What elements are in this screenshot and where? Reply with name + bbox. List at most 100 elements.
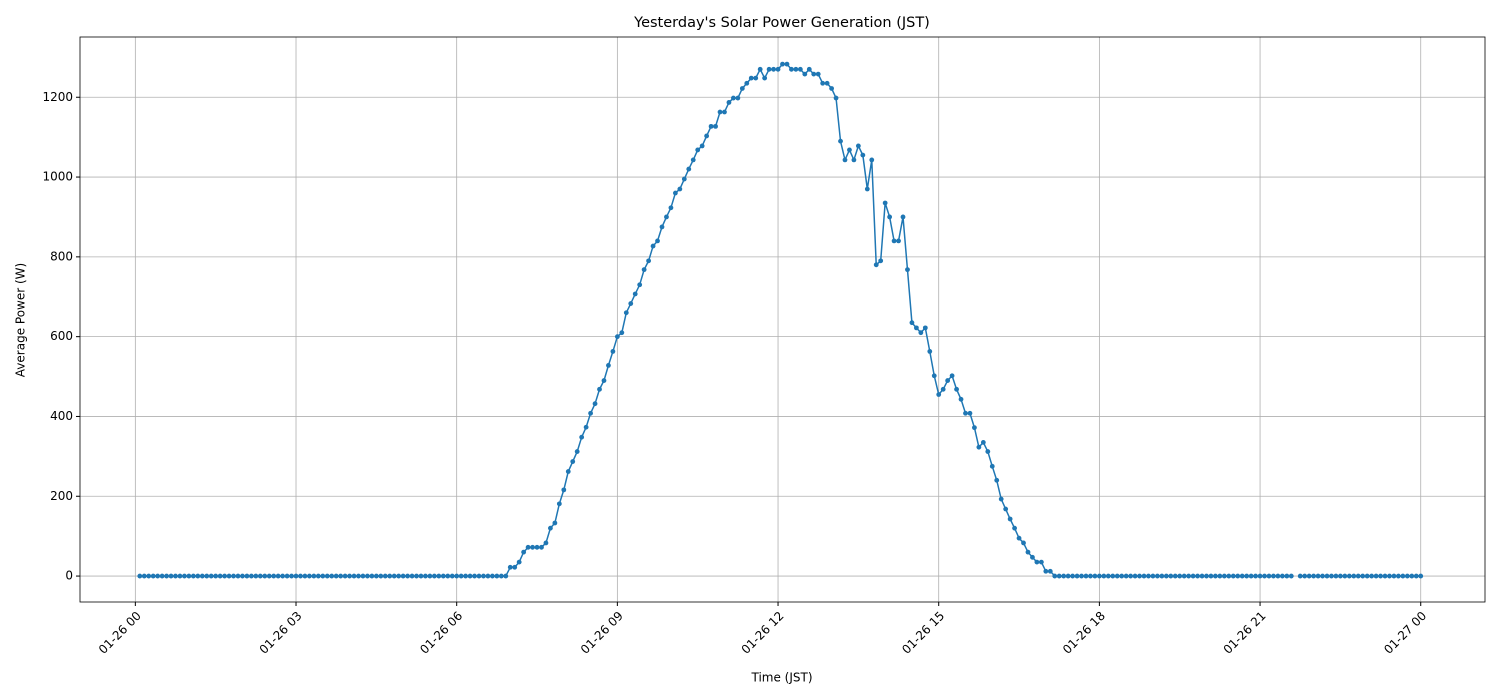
data-point (650, 243, 656, 249)
data-point (1172, 573, 1178, 579)
data-point (418, 573, 424, 579)
data-point (1337, 573, 1343, 579)
data-point (717, 109, 723, 115)
data-point (588, 410, 593, 416)
data-point (1052, 573, 1058, 579)
data-point (382, 573, 388, 579)
data-point (869, 157, 875, 163)
data-point (1288, 573, 1294, 579)
data-point (396, 573, 402, 579)
data-point (1190, 573, 1196, 579)
data-point (1137, 573, 1142, 579)
data-point (1101, 573, 1107, 579)
data-point (597, 386, 602, 392)
data-point (989, 463, 995, 469)
data-point (489, 573, 495, 579)
data-point (704, 133, 710, 139)
data-point (1315, 573, 1321, 579)
data-point (936, 392, 942, 397)
data-point (905, 267, 910, 273)
data-point (347, 573, 352, 579)
data-point (365, 573, 370, 579)
data-point (1030, 554, 1035, 560)
data-point (543, 540, 549, 546)
data-point (1244, 573, 1250, 579)
data-point (1021, 540, 1026, 546)
data-point (289, 573, 294, 579)
data-point (963, 410, 968, 416)
data-point (1253, 573, 1258, 579)
data-point (1320, 573, 1325, 579)
data-point (271, 573, 277, 579)
data-point (1378, 573, 1383, 579)
data-point (146, 573, 152, 579)
data-point (1284, 573, 1290, 579)
data-point (672, 190, 678, 196)
data-point (284, 573, 290, 579)
data-point (177, 573, 183, 579)
data-point (231, 573, 236, 579)
data-point (342, 573, 348, 579)
data-point (766, 66, 772, 72)
data-point (387, 573, 393, 579)
data-point (494, 573, 500, 579)
data-point (668, 205, 674, 211)
data-point (1128, 573, 1134, 579)
data-point (534, 544, 540, 550)
data-point (516, 559, 522, 565)
data-point (275, 573, 281, 579)
data-point (1279, 573, 1285, 579)
data-point (262, 573, 268, 579)
data-point (632, 291, 638, 297)
data-point (141, 573, 147, 579)
data-point (735, 95, 741, 101)
data-point (896, 238, 901, 244)
data-point (574, 449, 580, 454)
data-point (1275, 573, 1281, 579)
data-point (168, 573, 174, 579)
data-point (1141, 573, 1147, 579)
data-point (967, 410, 973, 416)
data-point (927, 349, 933, 354)
data-point (1007, 516, 1013, 522)
data-point (512, 564, 518, 570)
data-point (637, 282, 643, 288)
data-point (280, 573, 286, 579)
data-point (307, 573, 312, 579)
data-point (1056, 573, 1062, 579)
data-point (623, 310, 629, 316)
data-point (1391, 573, 1397, 579)
data-point (507, 564, 513, 570)
data-point (753, 75, 759, 81)
y-tick-label: 800 (50, 249, 73, 263)
data-point (440, 573, 446, 579)
data-point (1346, 573, 1352, 579)
data-point (266, 573, 272, 579)
data-point (789, 66, 794, 72)
data-point (244, 573, 250, 579)
data-point (681, 176, 687, 182)
data-point (762, 75, 768, 81)
data-point (1248, 573, 1254, 579)
data-point (373, 573, 379, 579)
data-point (1208, 573, 1214, 579)
y-axis-label: Average Power (W) (14, 263, 28, 377)
data-point (1003, 506, 1009, 512)
data-point (820, 80, 826, 86)
data-point (463, 573, 469, 579)
data-point (1092, 573, 1098, 579)
data-point (293, 573, 299, 579)
data-point (1400, 573, 1406, 579)
data-point (847, 147, 852, 153)
data-point (628, 301, 634, 306)
data-point (1217, 573, 1223, 579)
data-point (1418, 573, 1424, 579)
data-point (793, 66, 799, 72)
data-point (427, 573, 433, 579)
data-point (324, 573, 330, 579)
data-point (610, 349, 616, 354)
data-point (1079, 573, 1084, 579)
data-point (641, 267, 647, 273)
data-point (860, 152, 866, 158)
data-point (1324, 573, 1330, 579)
